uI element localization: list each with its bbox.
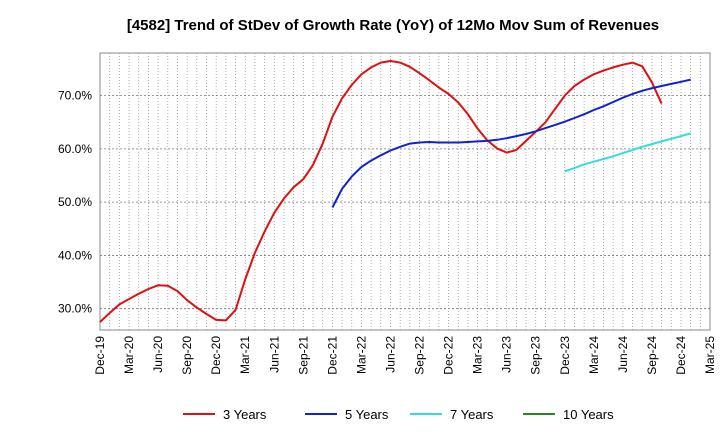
x-tick-label: Jun-22: [383, 336, 397, 373]
x-tick-label: Dec-23: [558, 336, 572, 375]
x-tick-label: Dec-21: [325, 336, 339, 375]
x-tick-label: Dec-24: [674, 336, 688, 375]
x-tick-label: Sep-21: [296, 336, 310, 375]
y-axis: 30.0% 40.0% 50.0% 60.0% 70.0%: [58, 89, 92, 316]
x-tick-label: Mar-21: [238, 336, 252, 374]
chart-title: [4582] Trend of StDev of Growth Rate (Yo…: [127, 17, 659, 34]
legend-label: 10 Years: [563, 407, 614, 422]
x-tick-label: Mar-23: [471, 336, 485, 374]
x-tick-label: Jun-23: [500, 336, 514, 373]
x-tick-label: Mar-20: [122, 336, 136, 374]
x-tick-label: Sep-23: [529, 336, 543, 375]
y-tick-label: 40.0%: [58, 248, 92, 262]
x-tick-label: Sep-24: [645, 336, 659, 375]
legend-label: 7 Years: [450, 407, 494, 422]
x-tick-label: Mar-22: [354, 336, 368, 374]
plot-area: [99, 52, 711, 331]
x-tick-label: Mar-24: [587, 336, 601, 374]
legend: 3 Years 5 Years 7 Years 10 Years: [183, 407, 614, 422]
x-tick-label: Jun-20: [151, 336, 165, 373]
x-tick-label: Dec-22: [442, 336, 456, 375]
legend-label: 3 Years: [223, 407, 267, 422]
x-tick-label: Jun-21: [267, 336, 281, 373]
y-tick-label: 70.0%: [58, 89, 92, 103]
series-line-3-years: [99, 60, 663, 323]
series-lines: [99, 60, 691, 323]
y-tick-label: 50.0%: [58, 195, 92, 209]
x-tick-label: Sep-20: [180, 336, 194, 375]
y-tick-label: 60.0%: [58, 142, 92, 156]
grid: [100, 53, 710, 330]
x-tick-label: Jun-24: [616, 336, 630, 373]
x-tick-label: Dec-20: [209, 336, 223, 375]
series-line-5-years: [331, 78, 691, 208]
x-tick-label: Dec-19: [93, 336, 107, 375]
x-tick-label: Sep-22: [413, 336, 427, 375]
y-tick-label: 30.0%: [58, 302, 92, 316]
series-line-7-years: [564, 132, 691, 173]
x-tick-label: Mar-25: [703, 336, 717, 374]
legend-label: 5 Years: [345, 407, 389, 422]
x-axis: Dec-19 Mar-20 Jun-20 Sep-20 Dec-20 Mar-21 Jun-…: [93, 336, 717, 375]
